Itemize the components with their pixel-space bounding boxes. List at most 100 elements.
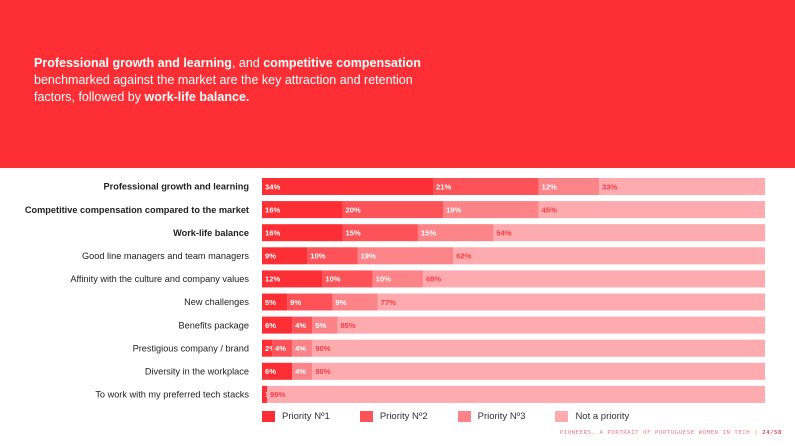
category-label: New challenges (184, 297, 249, 307)
bar-segment-series-3 (538, 178, 600, 195)
headline-bold-1: Professional growth and learning (34, 56, 232, 70)
bar-segment-series-1 (262, 201, 343, 219)
headline-text-2: benchmarked against the market are the k… (34, 73, 413, 104)
bar-row: Professional growth and learning 34% 21% 12… (104, 178, 765, 195)
data-label: 2% (265, 344, 276, 353)
bar-segment-series-3 (372, 270, 423, 288)
data-label: 45% (542, 205, 557, 214)
data-label: 90% (315, 344, 330, 353)
legend-item: Not a priority (555, 410, 630, 422)
bar-segment-series-3 (357, 247, 454, 265)
legend-label: Priority Nº3 (477, 410, 526, 422)
legend-label: Not a priority (575, 410, 630, 422)
category-label: Benefits package (179, 320, 250, 330)
data-label: 4% (275, 344, 286, 353)
data-label: 77% (381, 298, 396, 307)
data-label: 19% (361, 252, 376, 261)
headline-bold-2: competitive compensation (263, 56, 421, 70)
bar-segment-series-2 (342, 224, 418, 242)
data-label: 9% (335, 298, 346, 307)
data-label: 15% (421, 229, 436, 238)
bar-segment-series-2 (307, 247, 358, 265)
footer-text: PIONEERS, A PORTRAIT OF PORTUGUESE WOMEN… (559, 430, 763, 436)
data-label: 99% (270, 390, 285, 399)
bar-row: Diversity in the workplace 6% 4% 90% (145, 362, 765, 380)
data-label: 62% (456, 252, 471, 261)
data-label: 54% (496, 229, 511, 238)
bar-segment-series-2 (287, 293, 333, 311)
bar-segment-series-4 (538, 201, 765, 219)
data-label: 12% (542, 182, 557, 191)
data-label: 4% (295, 321, 306, 330)
bar-segment-series-3 (292, 362, 313, 380)
data-label: 15% (345, 229, 360, 238)
legend-swatch (457, 410, 471, 422)
data-label: 33% (602, 182, 617, 191)
bar-segment-series-2 (292, 316, 313, 334)
data-label: 16% (265, 205, 280, 214)
bar-segment-series-2 (433, 178, 539, 195)
data-label: 90% (315, 367, 330, 376)
legend-swatch (555, 410, 569, 422)
data-label: 6% (265, 367, 276, 376)
bar-row: Affinity with the culture and company va… (70, 270, 765, 288)
legend-swatch (359, 410, 373, 422)
category-label: Good line managers and team managers (82, 251, 249, 261)
category-label: Work-life balance (173, 228, 249, 238)
bar-segment-series-3 (443, 201, 539, 219)
legend-item: Priority Nº2 (359, 410, 428, 422)
headline-text-1: , and (231, 56, 264, 70)
bar-segment-series-3 (312, 316, 338, 334)
legend-swatch (262, 410, 275, 422)
legend: Priority Nº1 Priority Nº2 Priority Nº3 Not … (262, 408, 659, 424)
bar-segment-series-4 (599, 178, 765, 195)
bar-segment-series-4 (337, 316, 765, 334)
bar-segment-series-3 (332, 293, 378, 311)
category-label: Professional growth and learning (104, 182, 250, 192)
headline-bold-3: work-life balance. (144, 90, 250, 104)
bar-segment-series-4 (493, 224, 765, 242)
data-label: 34% (265, 182, 280, 191)
bar-row: To work with my preferred tech stacks1%9… (95, 385, 765, 403)
bar-row: New challenges 5% 9% 9% 77% (184, 293, 765, 311)
data-label: 68% (426, 275, 441, 284)
data-label: 4% (295, 344, 306, 353)
data-label: 4% (295, 367, 306, 376)
bar-segment-series-1 (262, 339, 273, 357)
bar-row: Benefits package 6% 4% 5% 85% (179, 316, 765, 334)
bar-group: Professional growth and learning 34% 21% 12… (25, 178, 765, 403)
bar-row: Good line managers and team managers 9% 10… (82, 247, 765, 265)
category-label: Diversity in the workplace (145, 367, 249, 377)
data-label: 16% (265, 229, 280, 238)
page-footer: PIONEERS, A PORTRAIT OF PORTUGUESE WOMEN… (560, 430, 782, 436)
bar-row: Work-life balance 16% 15% 15% 54% (173, 224, 765, 242)
page-number: 24/58 (762, 430, 782, 436)
bar-segment-series-2 (322, 270, 373, 288)
bar-row: Prestigious company / brand 2% 4% 4% 90% (133, 339, 765, 357)
bar-segment-series-3 (292, 339, 313, 357)
bar-segment-series-4 (377, 293, 765, 311)
category-label: Prestigious company / brand (133, 343, 249, 353)
bar-segment-series-2 (342, 201, 444, 219)
bar-segment-series-4 (453, 247, 765, 265)
bar-segment-series-1 (262, 178, 434, 195)
category-label: To work with my preferred tech stacks (95, 390, 249, 400)
legend-item: Priority Nº1 (262, 410, 330, 422)
data-label: 85% (340, 321, 355, 330)
bar-segment-series-1 (262, 316, 293, 334)
category-label: Competitive compensation compared to the… (25, 205, 249, 215)
data-label: 6% (265, 321, 276, 330)
data-label: 21% (436, 182, 451, 191)
bar-segment-series-1 (262, 224, 343, 242)
legend-label: Priority Nº2 (379, 410, 428, 422)
bar-segment-series-2 (272, 339, 293, 357)
bar-segment-series-1 (262, 362, 293, 380)
bar-segment-series-1 (262, 247, 308, 265)
data-label: 20% (345, 205, 360, 214)
bar-segment-series-1 (262, 293, 288, 311)
bar-segment-series-4 (267, 385, 765, 403)
bar-segment-series-4 (312, 339, 765, 357)
bar-segment-series-3 (417, 224, 494, 242)
bar-row: Competitive compensation compared to the… (25, 201, 765, 219)
data-label: 5% (315, 321, 326, 330)
